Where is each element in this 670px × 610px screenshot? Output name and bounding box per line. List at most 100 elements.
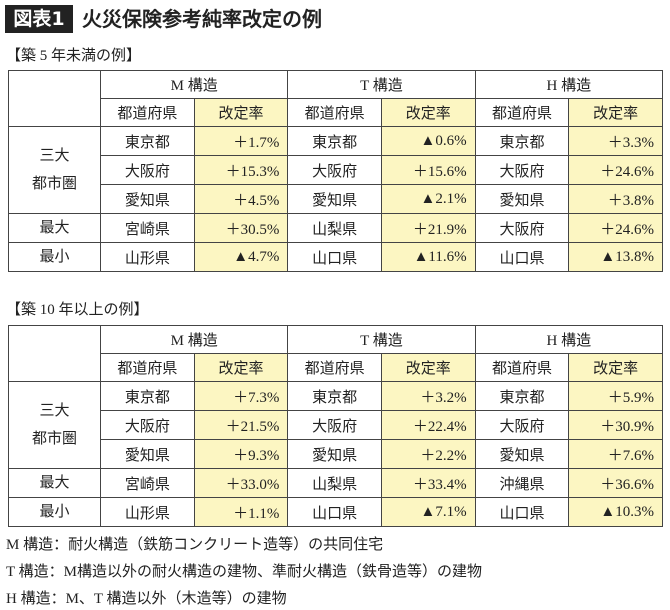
prefecture-cell: 東京都 bbox=[100, 381, 195, 411]
row-group-label: 三大 都市圏 bbox=[8, 381, 101, 469]
sub-header: 都道府県 bbox=[474, 98, 570, 127]
prefecture-cell: 東京都 bbox=[287, 126, 382, 156]
group-header-row: M 構造 T 構造 H 構造 bbox=[8, 325, 663, 382]
prefecture-cell: 山梨県 bbox=[287, 213, 382, 243]
prefecture-cell: 大阪府 bbox=[474, 410, 570, 440]
rate-cell: ＋15.6% bbox=[380, 155, 476, 185]
prefecture-cell: 大阪府 bbox=[474, 213, 570, 243]
table-caption: 【築 5 年未満の例】 bbox=[6, 48, 142, 64]
footnote: M 構造：耐火構造（鉄筋コンクリート造等）の共同住宅 bbox=[6, 537, 384, 553]
prefecture-cell: 山口県 bbox=[287, 497, 382, 527]
rate-cell: ＋24.6% bbox=[568, 213, 663, 243]
row-group-label: 最大 bbox=[8, 468, 101, 498]
prefecture-cell: 山口県 bbox=[474, 497, 570, 527]
rate-cell: ＋9.3% bbox=[193, 439, 289, 469]
sub-header: 改定率 bbox=[380, 353, 476, 382]
prefecture-cell: 沖縄県 bbox=[474, 468, 570, 498]
prefecture-cell: 山梨県 bbox=[287, 468, 382, 498]
group-header: M 構造 bbox=[99, 70, 289, 99]
prefecture-cell: 東京都 bbox=[474, 126, 570, 156]
rate-cell: ＋33.0% bbox=[193, 468, 289, 498]
prefecture-cell: 山形県 bbox=[100, 242, 195, 272]
sub-header: 改定率 bbox=[193, 353, 289, 382]
data-row: 最大 宮崎県 ＋30.5% 山梨県 ＋21.9% 大阪府 ＋24.6% bbox=[8, 213, 663, 243]
data-row: 愛知県 ＋9.3% 愛知県 ＋2.2% 愛知県 ＋7.6% bbox=[9, 439, 663, 469]
prefecture-cell: 大阪府 bbox=[287, 155, 382, 185]
prefecture-cell: 宮崎県 bbox=[100, 213, 195, 243]
group-header: T 構造 bbox=[287, 70, 476, 99]
sub-header-row: 都道府県 改定率 都道府県 改定率 都道府県 改定率 bbox=[9, 98, 663, 127]
rate-cell: ＋1.1% bbox=[193, 497, 289, 527]
rate-cell: ▲11.6% bbox=[380, 242, 476, 272]
rate-cell: ＋36.6% bbox=[568, 468, 663, 498]
prefecture-cell: 東京都 bbox=[287, 381, 382, 411]
data-row: 三大 都市圏 東京都 ＋7.3% 東京都 ＋3.2% 東京都 ＋5.9% bbox=[8, 381, 663, 469]
group-header: H 構造 bbox=[474, 70, 663, 99]
prefecture-cell: 宮崎県 bbox=[100, 468, 195, 498]
sub-header: 改定率 bbox=[568, 353, 663, 382]
rate-cell: ▲4.7% bbox=[193, 242, 289, 272]
rate-cell: ＋4.5% bbox=[193, 184, 289, 214]
group-header-row: M 構造 T 構造 H 構造 bbox=[8, 70, 663, 127]
sub-header: 改定率 bbox=[568, 98, 663, 127]
rate-cell: ▲10.3% bbox=[568, 497, 663, 527]
rate-cell: ＋2.2% bbox=[380, 439, 476, 469]
rate-cell: ▲13.8% bbox=[568, 242, 663, 272]
rate-cell: ＋22.4% bbox=[380, 410, 476, 440]
prefecture-cell: 愛知県 bbox=[474, 439, 570, 469]
rate-cell: ＋21.5% bbox=[193, 410, 289, 440]
group-header: H 構造 bbox=[474, 325, 663, 354]
rate-cell: ＋15.3% bbox=[193, 155, 289, 185]
prefecture-cell: 山口県 bbox=[287, 242, 382, 272]
sub-header: 改定率 bbox=[380, 98, 476, 127]
rate-cell: ＋7.3% bbox=[193, 381, 289, 411]
prefecture-cell: 大阪府 bbox=[474, 155, 570, 185]
rate-cell: ＋3.8% bbox=[568, 184, 663, 214]
footnote: T 構造：M構造以外の耐火構造の建物、準耐火構造（鉄骨造等）の建物 bbox=[6, 564, 482, 580]
rate-cell: ＋30.5% bbox=[193, 213, 289, 243]
rate-cell: ＋33.4% bbox=[380, 468, 476, 498]
prefecture-cell: 大阪府 bbox=[100, 155, 195, 185]
prefecture-cell: 大阪府 bbox=[100, 410, 195, 440]
sub-header: 都道府県 bbox=[100, 98, 195, 127]
prefecture-cell: 愛知県 bbox=[287, 439, 382, 469]
rate-cell: ▲2.1% bbox=[380, 184, 476, 214]
prefecture-cell: 愛知県 bbox=[100, 439, 195, 469]
rate-cell: ＋3.3% bbox=[568, 126, 663, 156]
sub-header-row: 都道府県 改定率 都道府県 改定率 都道府県 改定率 bbox=[9, 353, 663, 382]
data-row: 最小 山形県 ▲4.7% 山口県 ▲11.6% 山口県 ▲13.8% bbox=[8, 242, 663, 272]
rate-cell: ＋30.9% bbox=[568, 410, 663, 440]
data-row: 大阪府 ＋15.3% 大阪府 ＋15.6% 大阪府 ＋24.6% bbox=[9, 155, 663, 185]
prefecture-cell: 大阪府 bbox=[287, 410, 382, 440]
sub-header: 都道府県 bbox=[287, 353, 382, 382]
data-row: 大阪府 ＋21.5% 大阪府 ＋22.4% 大阪府 ＋30.9% bbox=[9, 410, 663, 440]
data-table: M 構造 T 構造 H 構造 都道府県 改定率 都道府県 改定率 都道府県 改定率 三大 都市圏東… bbox=[8, 70, 663, 272]
table-caption: 【築 10 年以上の例】 bbox=[6, 302, 149, 318]
row-group-label: 最大 bbox=[8, 213, 101, 243]
sub-header: 改定率 bbox=[193, 98, 289, 127]
sub-header: 都道府県 bbox=[100, 353, 195, 382]
rate-cell: ▲7.1% bbox=[380, 497, 476, 527]
prefecture-cell: 東京都 bbox=[474, 381, 570, 411]
rate-cell: ＋7.6% bbox=[568, 439, 663, 469]
figure-badge: 図表1 bbox=[5, 5, 73, 33]
figure-title: 火災保険参考純率改定の例 bbox=[82, 7, 322, 31]
sub-header: 都道府県 bbox=[287, 98, 382, 127]
row-group-label: 最小 bbox=[8, 242, 101, 272]
prefecture-cell: 東京都 bbox=[100, 126, 195, 156]
group-header: T 構造 bbox=[287, 325, 476, 354]
prefecture-cell: 愛知県 bbox=[474, 184, 570, 214]
row-group-label: 最小 bbox=[8, 497, 101, 527]
data-row: 最大 宮崎県 ＋33.0% 山梨県 ＋33.4% 沖縄県 ＋36.6% bbox=[8, 468, 663, 498]
rate-cell: ＋5.9% bbox=[568, 381, 663, 411]
rate-cell: ▲0.6% bbox=[380, 126, 476, 156]
rate-cell: ＋3.2% bbox=[380, 381, 476, 411]
data-row: 最小 山形県 ＋1.1% 山口県 ▲7.1% 山口県 ▲10.3% bbox=[8, 497, 663, 527]
corner-cell bbox=[8, 325, 101, 382]
group-header: M 構造 bbox=[99, 325, 289, 354]
footnote: H 構造：M、T 構造以外（木造等）の建物 bbox=[6, 591, 287, 607]
data-table: M 構造 T 構造 H 構造 都道府県 改定率 都道府県 改定率 都道府県 改定率 三大 都市圏東… bbox=[8, 325, 663, 527]
rate-cell: ＋24.6% bbox=[568, 155, 663, 185]
prefecture-cell: 愛知県 bbox=[287, 184, 382, 214]
